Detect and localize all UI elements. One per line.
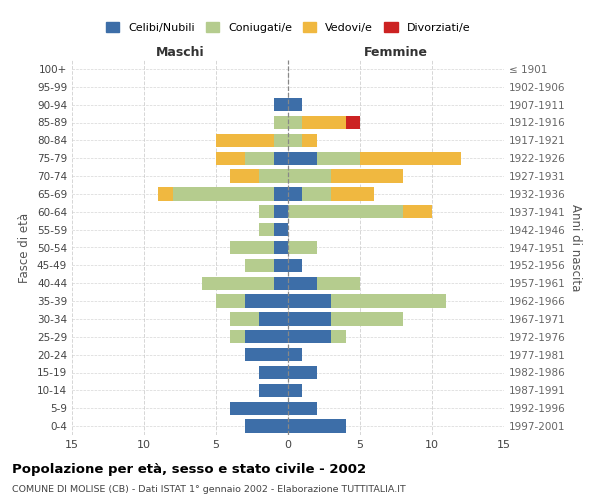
Text: Popolazione per età, sesso e stato civile - 2002: Popolazione per età, sesso e stato civil… <box>12 462 366 475</box>
Bar <box>288 205 403 218</box>
Bar <box>259 366 288 379</box>
Bar <box>331 187 374 200</box>
Bar <box>288 366 317 379</box>
Bar <box>288 330 331 344</box>
Legend: Celibi/Nubili, Coniugati/e, Vedovi/e, Divorziati/e: Celibi/Nubili, Coniugati/e, Vedovi/e, Di… <box>100 17 476 38</box>
Bar <box>403 205 432 218</box>
Text: Femmine: Femmine <box>364 46 428 59</box>
Bar <box>331 330 346 344</box>
Bar <box>274 276 288 290</box>
Bar <box>288 312 331 326</box>
Bar <box>259 223 274 236</box>
Bar <box>230 402 288 415</box>
Bar <box>158 187 173 200</box>
Y-axis label: Anni di nascita: Anni di nascita <box>569 204 582 291</box>
Bar <box>274 223 288 236</box>
Bar <box>360 152 461 165</box>
Bar <box>259 205 274 218</box>
Bar <box>274 152 288 165</box>
Bar <box>302 187 331 200</box>
Bar <box>245 152 274 165</box>
Bar <box>288 294 331 308</box>
Text: Maschi: Maschi <box>155 46 205 59</box>
Bar <box>274 116 288 129</box>
Bar <box>274 98 288 112</box>
Bar <box>346 116 360 129</box>
Bar <box>245 420 288 433</box>
Bar <box>288 152 317 165</box>
Bar <box>331 294 446 308</box>
Bar <box>302 116 346 129</box>
Bar <box>288 348 302 362</box>
Bar <box>230 241 274 254</box>
Bar <box>245 330 288 344</box>
Bar <box>245 348 288 362</box>
Bar <box>317 276 360 290</box>
Bar <box>245 294 288 308</box>
Bar <box>216 152 245 165</box>
Bar <box>288 276 317 290</box>
Bar <box>245 258 274 272</box>
Bar <box>259 384 288 397</box>
Bar <box>259 312 288 326</box>
Bar <box>173 187 274 200</box>
Bar <box>288 384 302 397</box>
Bar <box>302 134 317 147</box>
Bar <box>288 134 302 147</box>
Bar <box>288 420 346 433</box>
Bar <box>274 258 288 272</box>
Bar <box>288 258 302 272</box>
Bar <box>274 187 288 200</box>
Bar <box>230 170 259 183</box>
Bar <box>288 187 302 200</box>
Bar <box>230 312 259 326</box>
Bar <box>317 152 360 165</box>
Bar <box>288 170 331 183</box>
Bar <box>331 170 403 183</box>
Bar <box>288 98 302 112</box>
Bar <box>202 276 274 290</box>
Text: COMUNE DI MOLISE (CB) - Dati ISTAT 1° gennaio 2002 - Elaborazione TUTTITALIA.IT: COMUNE DI MOLISE (CB) - Dati ISTAT 1° ge… <box>12 485 406 494</box>
Bar <box>230 330 245 344</box>
Bar <box>274 205 288 218</box>
Bar <box>288 116 302 129</box>
Bar <box>259 170 288 183</box>
Bar <box>288 241 317 254</box>
Y-axis label: Fasce di età: Fasce di età <box>19 212 31 282</box>
Bar <box>274 134 288 147</box>
Bar <box>288 402 317 415</box>
Bar <box>331 312 403 326</box>
Bar <box>274 241 288 254</box>
Bar <box>216 134 274 147</box>
Bar <box>216 294 245 308</box>
